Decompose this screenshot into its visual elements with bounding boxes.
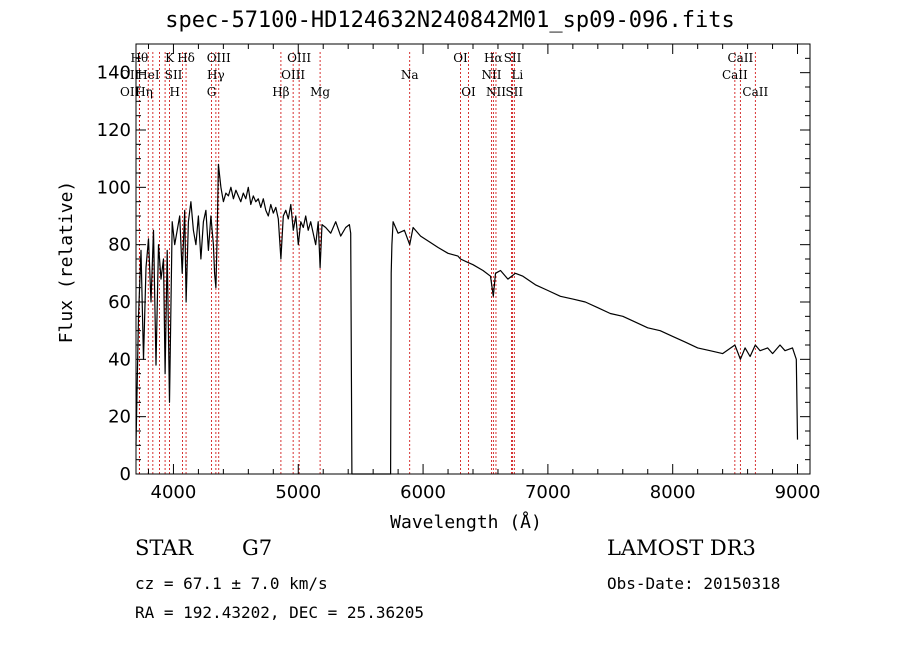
- spectral-line-label: CaII: [742, 85, 768, 99]
- x-tick-label: 4000: [151, 482, 197, 503]
- x-tick-label: 6000: [400, 482, 446, 503]
- chart-title: spec-57100-HD124632N240842M01_sp09-096.f…: [165, 8, 735, 33]
- spectral-line-label: Na: [401, 68, 419, 82]
- y-tick-label: 0: [120, 464, 131, 485]
- spectral-line-label: SII: [505, 85, 523, 99]
- x-tick-label: 5000: [275, 482, 321, 503]
- spectral-line-label: OI: [461, 85, 476, 99]
- observation-date: Obs-Date: 20150318: [607, 574, 781, 593]
- plot-frame: [135, 43, 811, 475]
- object-type: STAR: [135, 536, 194, 560]
- y-tick-label: 120: [97, 120, 131, 141]
- y-tick-label: 60: [108, 292, 131, 313]
- spectral-line-label: NII: [481, 68, 501, 82]
- spectral-line-label: OI: [453, 51, 468, 65]
- y-tick-label: 80: [108, 235, 131, 256]
- spectral-line-label: Hδ: [177, 51, 195, 65]
- line-markers: [138, 52, 756, 474]
- x-tick-label: 7000: [525, 482, 571, 503]
- spectral-line-label: OII: [120, 68, 140, 82]
- spectral-line-label: G: [207, 85, 217, 99]
- spectral-line-label: CaII: [722, 68, 748, 82]
- spectral-line-label: Li: [511, 68, 523, 82]
- spectral-line-label: Hα: [484, 51, 503, 65]
- spectral-line-label: OIII: [287, 51, 311, 65]
- spectral-line-label: OII: [120, 85, 140, 99]
- y-axis-label: Flux (relative): [56, 181, 77, 344]
- axes: [135, 43, 811, 475]
- spectral-line-label: OIII: [281, 68, 305, 82]
- coordinates: RA = 192.43202, DEC = 25.36205: [135, 603, 424, 622]
- x-tick-label: 9000: [775, 482, 821, 503]
- spectral-line-label: Hγ: [207, 68, 225, 82]
- y-tick-label: 20: [108, 407, 131, 428]
- spectral-line-label: CaII: [727, 51, 753, 65]
- spectral-line-label: Mg: [310, 85, 330, 99]
- spectral-line-label: Hη: [135, 85, 153, 99]
- x-axis-label: Wavelength (Å): [390, 511, 542, 533]
- spectrum-layer: [135, 163, 799, 475]
- spectral-line-label: Hθ: [131, 51, 149, 65]
- spectral-line-label: H: [169, 85, 179, 99]
- spectral-line-label: SII: [504, 51, 522, 65]
- y-tick-label: 100: [97, 177, 131, 198]
- y-tick-label: 40: [108, 349, 131, 370]
- spectral-line-label: NII: [486, 85, 506, 99]
- spectral-line-label: Hβ: [272, 85, 289, 99]
- spectral-class: G7: [242, 536, 273, 560]
- survey-name: LAMOST DR3: [607, 536, 756, 560]
- spectral-line-label: HeI: [137, 68, 160, 82]
- ticks: 4000 5000 6000 7000 8000 9000 0 20 40 60 80 100 120 1…: [97, 44, 821, 503]
- y-tick-label: 140: [97, 63, 131, 84]
- spectral-line-label: K: [165, 51, 175, 65]
- spectral-line-label: OIII: [207, 51, 231, 65]
- spectrum-line: [135, 163, 799, 475]
- spectral-line-label: SII: [165, 68, 183, 82]
- x-tick-label: 8000: [650, 482, 696, 503]
- redshift-value: cz = 67.1 ± 7.0 km/s: [135, 574, 328, 593]
